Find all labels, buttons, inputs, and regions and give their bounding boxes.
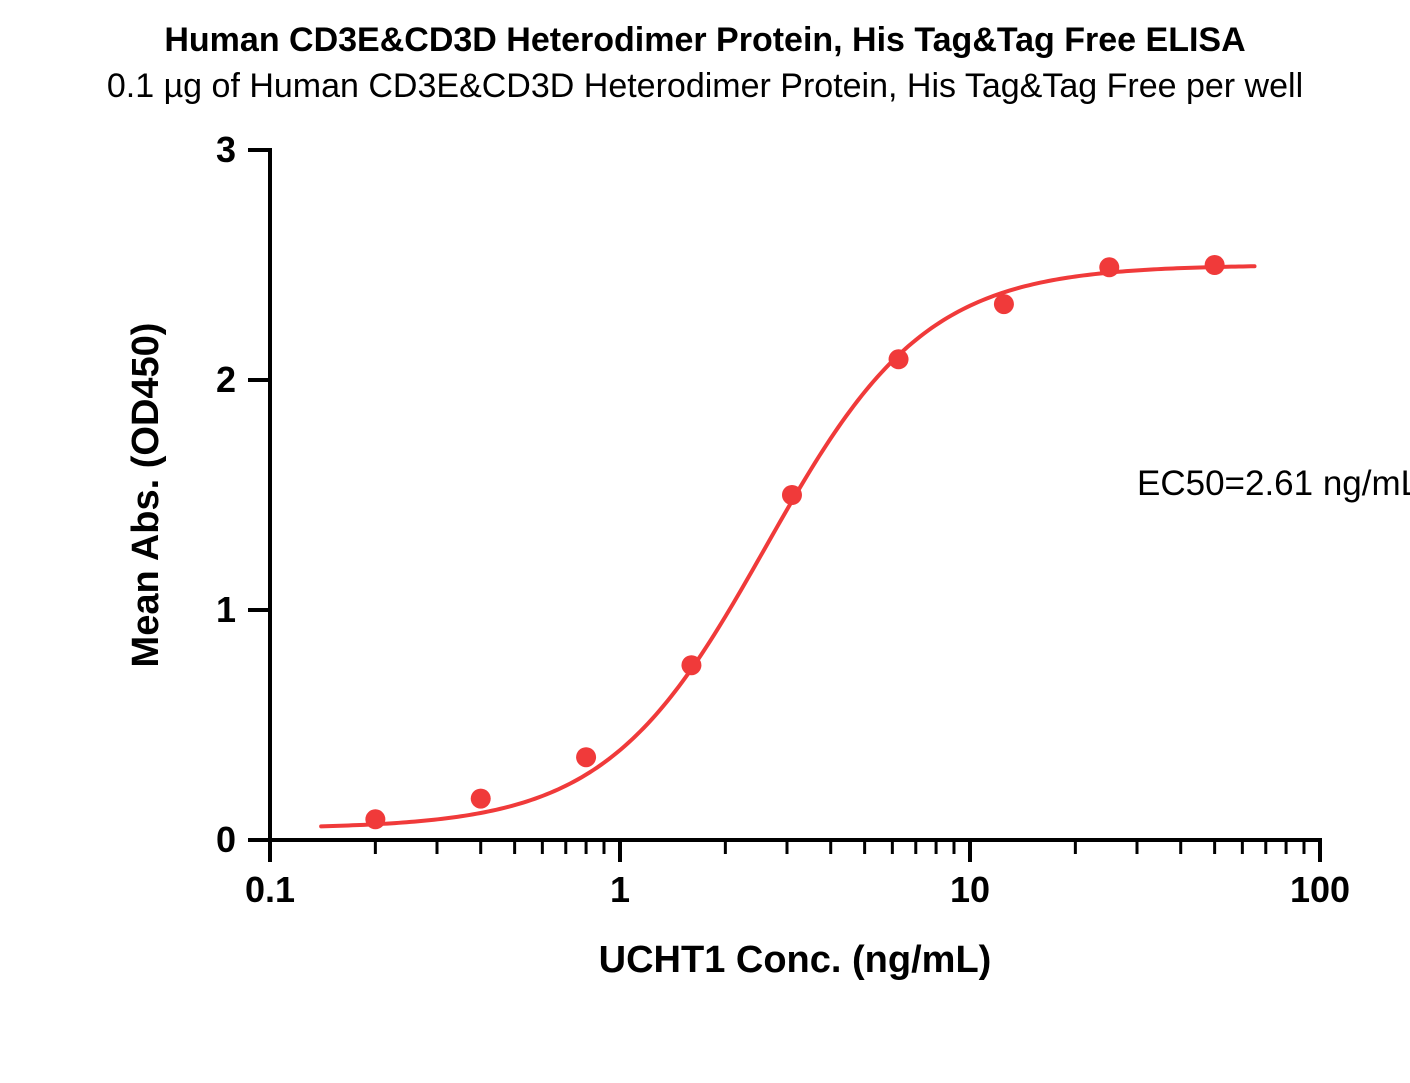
y-tick-label: 1 [216,589,236,630]
x-tick-label: 0.1 [245,869,295,910]
x-tick-label: 10 [950,869,990,910]
data-point [889,349,909,369]
y-tick-label: 0 [216,819,236,860]
chart-title: Human CD3E&CD3D Heterodimer Protein, His… [0,18,1410,64]
data-point [576,747,596,767]
data-point [365,809,385,829]
y-tick-label: 2 [216,359,236,400]
x-tick-label: 1 [610,869,630,910]
y-axis-title: Mean Abs. (OD450) [125,322,167,667]
chart-title-block: Human CD3E&CD3D Heterodimer Protein, His… [0,0,1410,110]
data-point [994,294,1014,314]
data-point [1099,257,1119,277]
y-tick-label: 3 [216,129,236,170]
fit-curve [321,266,1254,826]
data-point [471,788,491,808]
elisa-chart: 0.1 1 10 100 0 1 2 3 UCHT1 Conc. (ng/mL) Mean Abs… [0,110,1410,1040]
chart-container: 0.1 1 10 100 0 1 2 3 UCHT1 Conc. (ng/mL) Mean Abs… [0,110,1410,1070]
chart-subtitle: 0.1 µg of Human CD3E&CD3D Heterodimer Pr… [0,64,1410,110]
data-point [681,655,701,675]
ec50-annotation: EC50=2.61 ng/mL [1137,464,1410,503]
x-tick-label: 100 [1290,869,1350,910]
x-axis-title: UCHT1 Conc. (ng/mL) [599,939,992,981]
data-point [1205,255,1225,275]
data-point [782,485,802,505]
